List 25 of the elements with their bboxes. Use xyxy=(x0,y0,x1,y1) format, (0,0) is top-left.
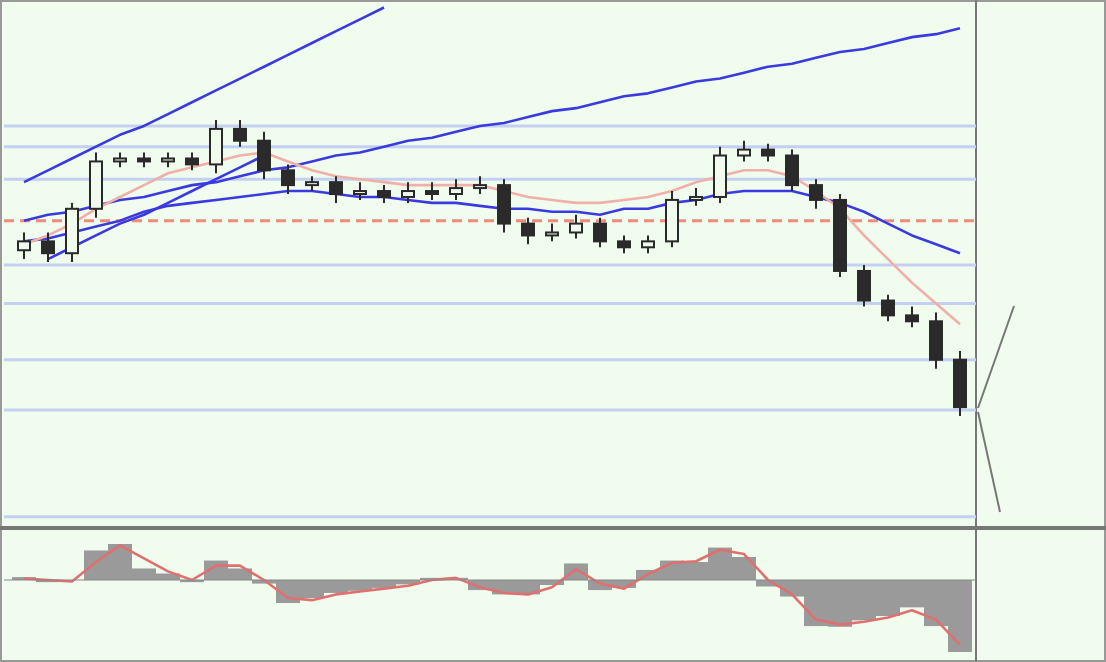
candlestick xyxy=(905,305,919,329)
candlestick xyxy=(257,130,271,181)
candlestick xyxy=(233,119,247,148)
candlestick xyxy=(785,148,799,193)
candlestick xyxy=(593,216,607,249)
candlestick xyxy=(89,151,103,219)
candlestick xyxy=(281,163,295,195)
candlestick xyxy=(329,175,343,204)
candlestick xyxy=(449,178,463,201)
candlestick xyxy=(665,190,679,249)
candlestick xyxy=(497,178,511,234)
candlestick xyxy=(713,145,727,204)
candlestick xyxy=(17,231,31,261)
candlestick xyxy=(401,181,415,204)
candlestick xyxy=(809,178,823,210)
candlestick xyxy=(65,201,79,264)
candlestick xyxy=(41,231,55,264)
candlestick xyxy=(209,119,223,175)
candlestick xyxy=(521,216,535,246)
candlestick xyxy=(857,264,871,308)
candlestick xyxy=(569,213,583,240)
candlestick xyxy=(953,349,967,417)
candlestick xyxy=(737,139,751,163)
candlestick xyxy=(929,311,943,370)
candlestick xyxy=(881,293,895,323)
